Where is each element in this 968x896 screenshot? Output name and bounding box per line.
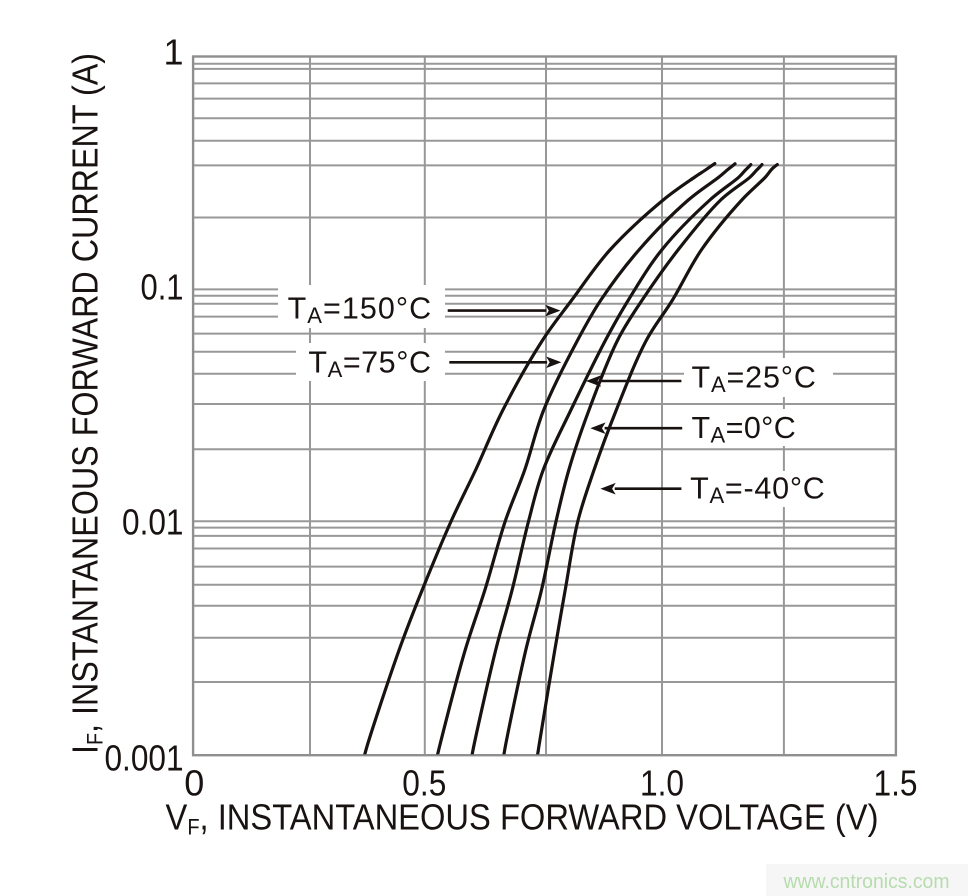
svg-text:1: 1 — [163, 32, 183, 73]
svg-text:0: 0 — [184, 763, 204, 804]
svg-text:TA=0°C: TA=0°C — [692, 411, 797, 448]
svg-text:www.cntronics.com: www.cntronics.com — [783, 870, 950, 893]
svg-text:VF, INSTANTANEOUS FORWARD VOLT: VF, INSTANTANEOUS FORWARD VOLTAGE (V) — [166, 796, 879, 839]
svg-text:1.0: 1.0 — [640, 763, 684, 804]
svg-text:TA=75°C: TA=75°C — [308, 345, 431, 382]
svg-text:1.5: 1.5 — [874, 763, 918, 804]
svg-text:TA=25°C: TA=25°C — [692, 360, 817, 397]
svg-text:0.001: 0.001 — [105, 738, 184, 779]
svg-text:0.1: 0.1 — [141, 267, 184, 308]
svg-text:IF, INSTANTANEOUS FORWARD CURR: IF, INSTANTANEOUS FORWARD CURRENT (A) — [65, 53, 108, 754]
svg-text:0.01: 0.01 — [122, 501, 184, 542]
svg-text:0.5: 0.5 — [402, 763, 446, 804]
